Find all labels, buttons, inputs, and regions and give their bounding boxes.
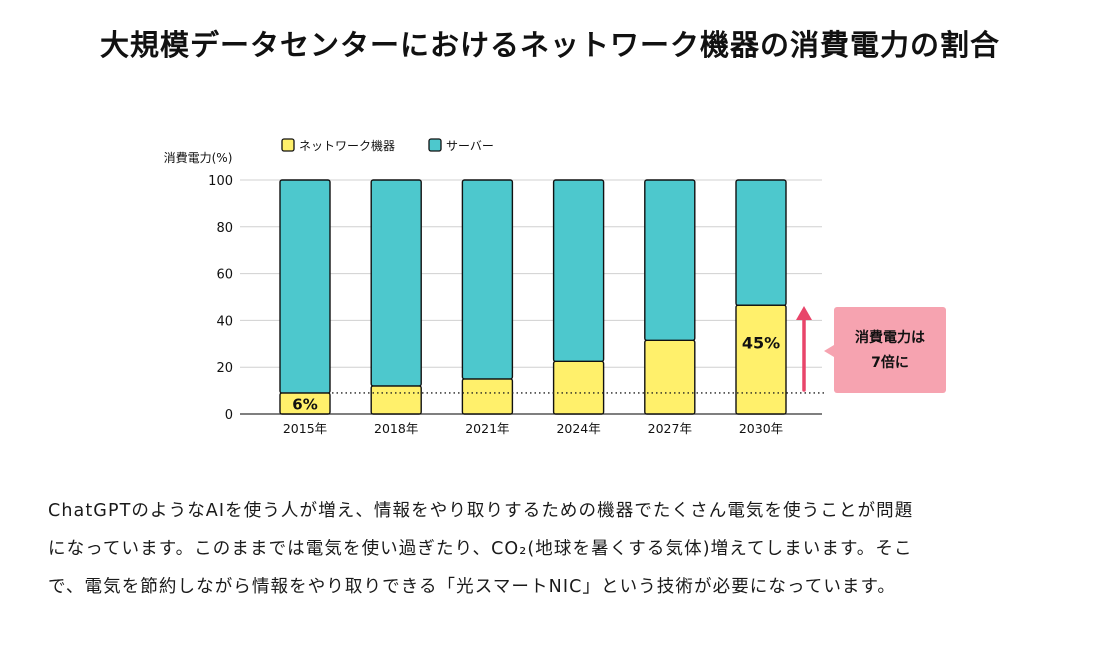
y-tick-label: 60 [216, 268, 233, 283]
y-tick-label: 20 [216, 361, 233, 376]
y-axis-label: 消費電力(%) [164, 150, 233, 165]
bar-server [370, 179, 422, 387]
x-tick-label: 2018年 [374, 421, 418, 436]
callout-text-line: 消費電力は [855, 329, 925, 346]
bar-network [735, 304, 787, 415]
legend-swatch-server [428, 138, 442, 152]
y-tick-label: 0 [225, 408, 233, 423]
bar-server [735, 179, 787, 306]
callout-pointer [824, 345, 834, 357]
y-tick-label: 80 [216, 221, 233, 236]
bar-server [552, 179, 605, 363]
bar-server [461, 179, 514, 380]
callout-text-line: 7倍に [871, 354, 909, 371]
description-line-2: になっています。このままでは電気を使い過ぎたり、CO₂(地球を暑くする気体)増え… [48, 539, 913, 559]
callout-box [834, 307, 946, 393]
bar-network [644, 339, 696, 415]
data-label: 45% [742, 334, 780, 353]
y-tick-label: 40 [216, 314, 233, 329]
y-tick-label: 100 [208, 174, 233, 189]
increase-arrow-head [796, 306, 812, 320]
x-tick-label: 2024年 [556, 421, 600, 436]
legend-label-server: サーバー [446, 139, 494, 153]
page-title: 大規模データセンターにおけるネットワーク機器の消費電力の割合 [99, 28, 1000, 62]
x-tick-label: 2021年 [465, 421, 509, 436]
description-paragraph: ChatGPTのようなAIを使う人が増え、情報をやり取りするための機器でたくさん… [48, 492, 1060, 606]
bar-network [461, 378, 514, 415]
bar-server [644, 179, 696, 341]
legend-label-network: ネットワーク機器 [299, 138, 395, 153]
description-line-1: ChatGPTのようなAIを使う人が増え、情報をやり取りするための機器でたくさん… [48, 501, 914, 521]
bar-network [552, 360, 605, 415]
data-label: 6% [292, 395, 317, 413]
bar-server [279, 179, 331, 394]
x-tick-label: 2030年 [739, 421, 783, 436]
x-tick-label: 2027年 [648, 421, 692, 436]
x-tick-label: 2015年 [283, 421, 327, 436]
stacked-bar-chart: 消費電力(%) 0 20 40 60 80 100 ネットワーク機器 サーバー 2015年 2018… [164, 138, 946, 436]
description-line-3: で、電気を節約しながら情報をやり取りできる「光スマートNIC」という技術が必要に… [48, 577, 896, 597]
bar-network [370, 385, 422, 415]
legend-swatch-network [281, 138, 295, 152]
